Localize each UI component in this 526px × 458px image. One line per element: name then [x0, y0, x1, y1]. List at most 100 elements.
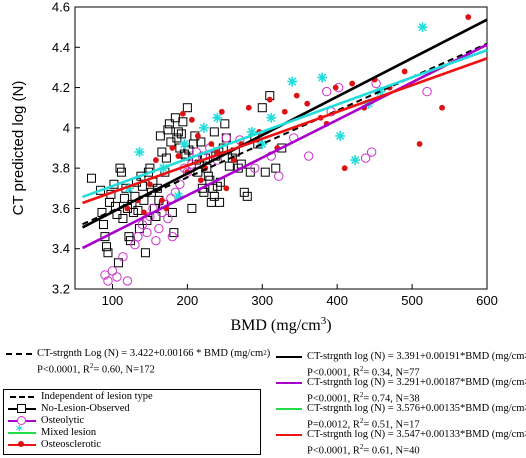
x-axis-label: BMD (mg/cm3): [230, 315, 331, 334]
y-tick-label: 4.2: [52, 80, 70, 95]
no-lesion-point: [182, 103, 192, 113]
osteolytic-point: [167, 231, 178, 242]
equation-osteosclerotic: CT-strgnth log (N) = 3.547+0.00133*BMD (…: [276, 428, 526, 458]
osteosclerotic-point: [158, 197, 165, 204]
equation-no-lesion-stats-end: = 0.34, N=77: [363, 367, 420, 379]
legend-dashed-line: [8, 391, 36, 402]
y-tick-label: 3.6: [52, 201, 70, 216]
osteosclerotic-point: [124, 205, 131, 212]
legend-label-osteolytic: Osteolytic: [41, 415, 85, 426]
no-lesion-point: [118, 214, 128, 223]
y-tick-label: 4: [63, 120, 70, 135]
osteolytic-point: [163, 213, 173, 224]
osteolytic-point: [360, 153, 371, 163]
osteosclerotic-point: [266, 96, 273, 103]
osteosclerotic-point: [194, 133, 201, 139]
osteolytic-point: [154, 223, 164, 234]
no-lesion-point: [206, 197, 216, 207]
x-tick-label: 400: [326, 293, 348, 308]
osteosclerotic-point: [341, 165, 348, 172]
mixed-lesion-point: [335, 130, 346, 141]
osteosclerotic-point: [169, 145, 176, 151]
osteosclerotic-point: [218, 108, 225, 115]
equation-mixed-r2-sup: 2: [359, 417, 364, 425]
x-tick-label: 100: [102, 293, 124, 308]
equation-mixed: CT-strgnth log (N) = 3.576+0.00135*BMD (…: [276, 402, 526, 432]
legend-item-osteosclerotic: Osteosclerotic: [8, 439, 101, 450]
osteolytic-point: [250, 163, 260, 173]
fit-line: [82, 57, 488, 205]
x-tick-label: 300: [251, 293, 273, 308]
y-tick-label: 3.8: [52, 161, 70, 176]
data-points: [86, 14, 472, 286]
osteosclerotic-point: [197, 177, 204, 184]
no-lesion-point: [215, 197, 225, 207]
mixed-lesion-point: [417, 22, 428, 33]
no-lesion-point: [164, 119, 174, 129]
osteosclerotic-point: [153, 157, 159, 163]
equation-osteolytic-stats: P<0.0001, R: [307, 393, 360, 405]
purple-line-swatch: [276, 381, 302, 384]
x-tick-label: 500: [401, 293, 423, 308]
legend-label-no-lesion: No-Lesion-Observed: [41, 403, 130, 414]
legend-label-independent: Independent of lesion type: [41, 391, 153, 402]
legend-dot-marker: [8, 439, 36, 450]
mixed-lesion-point: [179, 138, 190, 149]
equation-all: CT-strgnth Log (N) = 3.422+0.00166 * BMD…: [6, 347, 270, 377]
no-lesion-point: [140, 248, 150, 258]
equation-mixed-text: CT-strgnth log (N) = 3.576+0.00135*BMD (…: [307, 403, 525, 414]
y-axis-label: CT predicted log (N): [10, 81, 27, 216]
mixed-lesion-point: [350, 155, 361, 166]
mixed-lesion-point: [317, 72, 328, 83]
osteolytic-point: [304, 151, 314, 161]
osteosclerotic-point: [304, 100, 311, 107]
equation-all-stats-end: = 0.60, N=172: [93, 364, 155, 376]
mixed-lesion-point: [134, 147, 145, 158]
equation-osteosclerotic-r2-sup: 2: [359, 443, 364, 451]
x-tick-label: 600: [476, 293, 498, 308]
no-lesion-point: [116, 167, 126, 177]
legend-item-independent: Independent of lesion type: [8, 391, 153, 402]
mixed-lesion-point: [212, 112, 223, 123]
no-lesion-point: [170, 113, 180, 123]
equation-all-r2-sup: 2: [89, 362, 94, 370]
no-lesion-point: [271, 163, 281, 173]
osteosclerotic-point: [223, 185, 230, 192]
no-lesion-point: [176, 129, 186, 139]
no-lesion-point: [242, 191, 252, 201]
osteolytic-point: [142, 227, 152, 238]
osteolytic-point: [122, 276, 133, 286]
osteolytic-point: [103, 276, 113, 286]
osteosclerotic-point: [293, 92, 300, 99]
no-lesion-point: [178, 117, 188, 127]
equation-osteolytic-sup: 2: [524, 376, 526, 389]
osteolytic-point: [107, 266, 118, 276]
osteolytic-point: [321, 86, 332, 97]
equation-no-lesion-sup: 2: [524, 350, 526, 363]
y-tick-label: 3.2: [52, 282, 70, 297]
no-lesion-point: [260, 167, 270, 177]
no-lesion-point: [155, 131, 165, 141]
equation-no-lesion-text: CT-strgnth log (N) = 3.391+0.00191*BMD (…: [307, 351, 525, 362]
legend-circle-marker: [8, 415, 36, 426]
legend-item-osteolytic: Osteolytic: [8, 415, 84, 426]
no-lesion-point: [119, 193, 129, 203]
no-lesion-point: [100, 232, 110, 242]
equation-osteosclerotic-text: CT-strgnth log (N) = 3.547+0.00133*BMD (…: [307, 429, 525, 440]
legend-item-mixed: * Mixed lesion: [8, 424, 96, 439]
osteosclerotic-point: [179, 110, 186, 117]
osteolytic-point: [133, 231, 143, 242]
osteolytic-point: [151, 235, 161, 246]
equation-no-lesion-r2-sup: 2: [359, 365, 364, 373]
osteolytic-point: [112, 272, 122, 282]
osteolytic-point: [100, 270, 110, 280]
no-lesion-point: [169, 228, 179, 238]
equation-all-sup: 2: [263, 349, 267, 357]
no-lesion-point: [161, 153, 171, 163]
equation-all-text: CT-strgnth Log (N) = 3.422+0.00166 * BMD…: [37, 348, 264, 359]
equation-no-lesion-stats: P<0.0001, R: [307, 367, 360, 379]
no-lesion-point: [103, 248, 113, 258]
x-tick-label: 200: [177, 293, 199, 308]
mixed-lesion-point: [266, 112, 277, 123]
legend: Independent of lesion type No-Lesion-Obs…: [3, 389, 261, 455]
